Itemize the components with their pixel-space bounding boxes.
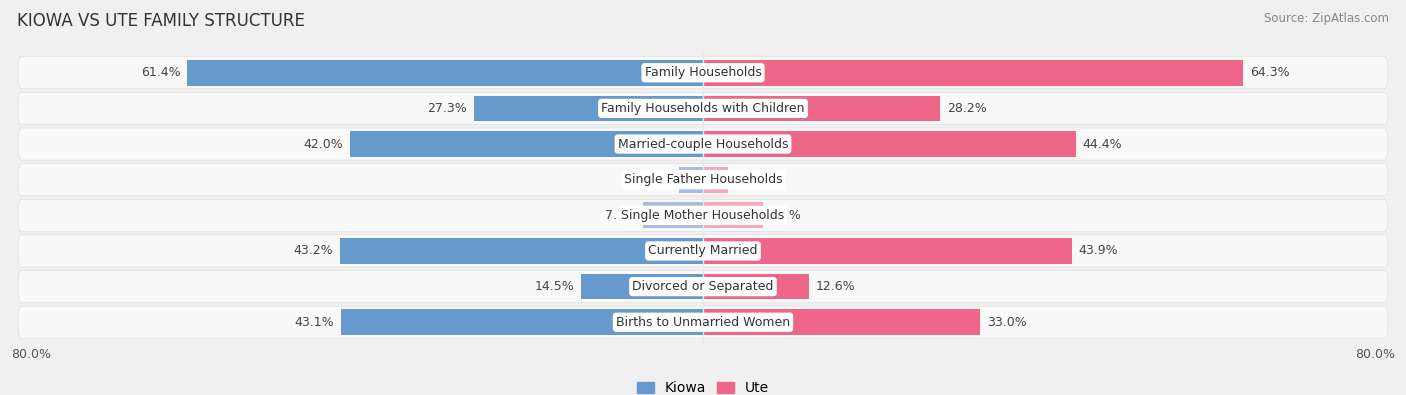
Bar bbox=[187, 60, 703, 86]
Text: 43.9%: 43.9% bbox=[1078, 245, 1118, 258]
FancyBboxPatch shape bbox=[18, 164, 1388, 196]
Bar bbox=[703, 60, 1243, 86]
Text: 27.3%: 27.3% bbox=[427, 102, 467, 115]
Bar bbox=[703, 96, 941, 121]
Text: Single Father Households: Single Father Households bbox=[624, 173, 782, 186]
Bar bbox=[350, 131, 703, 157]
Text: 42.0%: 42.0% bbox=[304, 137, 343, 150]
Bar bbox=[703, 238, 1071, 264]
Text: Births to Unmarried Women: Births to Unmarried Women bbox=[616, 316, 790, 329]
Bar bbox=[679, 167, 703, 192]
Text: 3.0%: 3.0% bbox=[735, 173, 766, 186]
FancyBboxPatch shape bbox=[18, 306, 1388, 338]
FancyBboxPatch shape bbox=[18, 128, 1388, 160]
Bar bbox=[703, 203, 762, 228]
Bar bbox=[703, 309, 980, 335]
Text: 14.5%: 14.5% bbox=[534, 280, 575, 293]
Text: 61.4%: 61.4% bbox=[141, 66, 180, 79]
Text: 28.2%: 28.2% bbox=[946, 102, 987, 115]
FancyBboxPatch shape bbox=[18, 271, 1388, 303]
FancyBboxPatch shape bbox=[18, 235, 1388, 267]
Text: 64.3%: 64.3% bbox=[1250, 66, 1289, 79]
Text: Currently Married: Currently Married bbox=[648, 245, 758, 258]
Text: KIOWA VS UTE FAMILY STRUCTURE: KIOWA VS UTE FAMILY STRUCTURE bbox=[17, 12, 305, 30]
Text: 33.0%: 33.0% bbox=[987, 316, 1026, 329]
Bar bbox=[703, 274, 808, 299]
Bar bbox=[703, 131, 1076, 157]
Text: 43.2%: 43.2% bbox=[294, 245, 333, 258]
Bar bbox=[644, 203, 703, 228]
Text: 2.8%: 2.8% bbox=[641, 173, 672, 186]
Text: Family Households with Children: Family Households with Children bbox=[602, 102, 804, 115]
Text: 43.1%: 43.1% bbox=[294, 316, 335, 329]
FancyBboxPatch shape bbox=[18, 199, 1388, 231]
Bar bbox=[474, 96, 703, 121]
Bar bbox=[703, 167, 728, 192]
Text: 44.4%: 44.4% bbox=[1083, 137, 1122, 150]
Legend: Kiowa, Ute: Kiowa, Ute bbox=[631, 376, 775, 395]
Text: 7.1%: 7.1% bbox=[769, 209, 801, 222]
Bar bbox=[581, 274, 703, 299]
Text: Family Households: Family Households bbox=[644, 66, 762, 79]
Text: Divorced or Separated: Divorced or Separated bbox=[633, 280, 773, 293]
Text: Source: ZipAtlas.com: Source: ZipAtlas.com bbox=[1264, 12, 1389, 25]
Bar bbox=[340, 238, 703, 264]
FancyBboxPatch shape bbox=[18, 92, 1388, 124]
Text: Married-couple Households: Married-couple Households bbox=[617, 137, 789, 150]
Text: Single Mother Households: Single Mother Households bbox=[621, 209, 785, 222]
FancyBboxPatch shape bbox=[18, 57, 1388, 89]
Bar bbox=[340, 309, 703, 335]
Text: 7.1%: 7.1% bbox=[605, 209, 637, 222]
Text: 12.6%: 12.6% bbox=[815, 280, 855, 293]
